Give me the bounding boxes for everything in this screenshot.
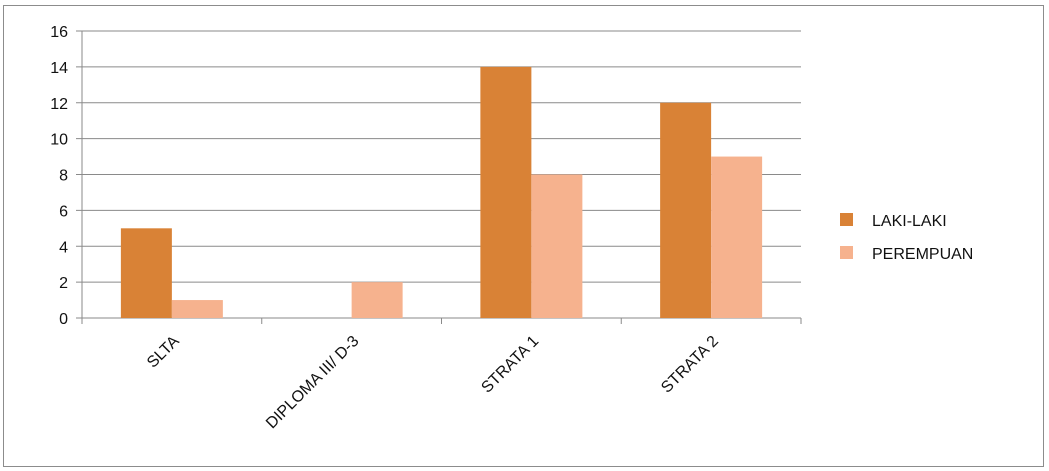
y-tick-label: 12 [50, 96, 68, 113]
y-tick-label: 10 [50, 132, 68, 149]
x-tick-label: DIPLOMA III/ D-3 [263, 333, 362, 432]
x-tick-label: STRATA 1 [478, 333, 542, 397]
y-tick-label: 14 [50, 60, 68, 77]
bar-laki-laki [660, 102, 712, 318]
bar-perempuan [531, 174, 583, 318]
x-tick-label: SLTA [144, 333, 183, 372]
legend-swatch-laki-laki [840, 213, 853, 226]
legend-label: PEREMPUAN [872, 246, 973, 263]
y-tick-label: 16 [50, 24, 68, 41]
bar-perempuan [711, 156, 763, 318]
legend-label: LAKI-LAKI [872, 213, 947, 230]
legend-swatch-perempuan [840, 246, 853, 259]
bar-perempuan [171, 300, 223, 318]
y-tick-label: 2 [59, 275, 68, 292]
bar-laki-laki [480, 66, 532, 318]
y-tick-label: 8 [59, 168, 68, 185]
y-tick-label: 4 [59, 239, 68, 256]
y-tick-label: 6 [59, 203, 68, 220]
y-tick-label: 0 [59, 311, 68, 328]
x-tick-label: STRATA 2 [658, 333, 722, 397]
bar-laki-laki [120, 228, 172, 318]
bar-perempuan [351, 282, 403, 318]
